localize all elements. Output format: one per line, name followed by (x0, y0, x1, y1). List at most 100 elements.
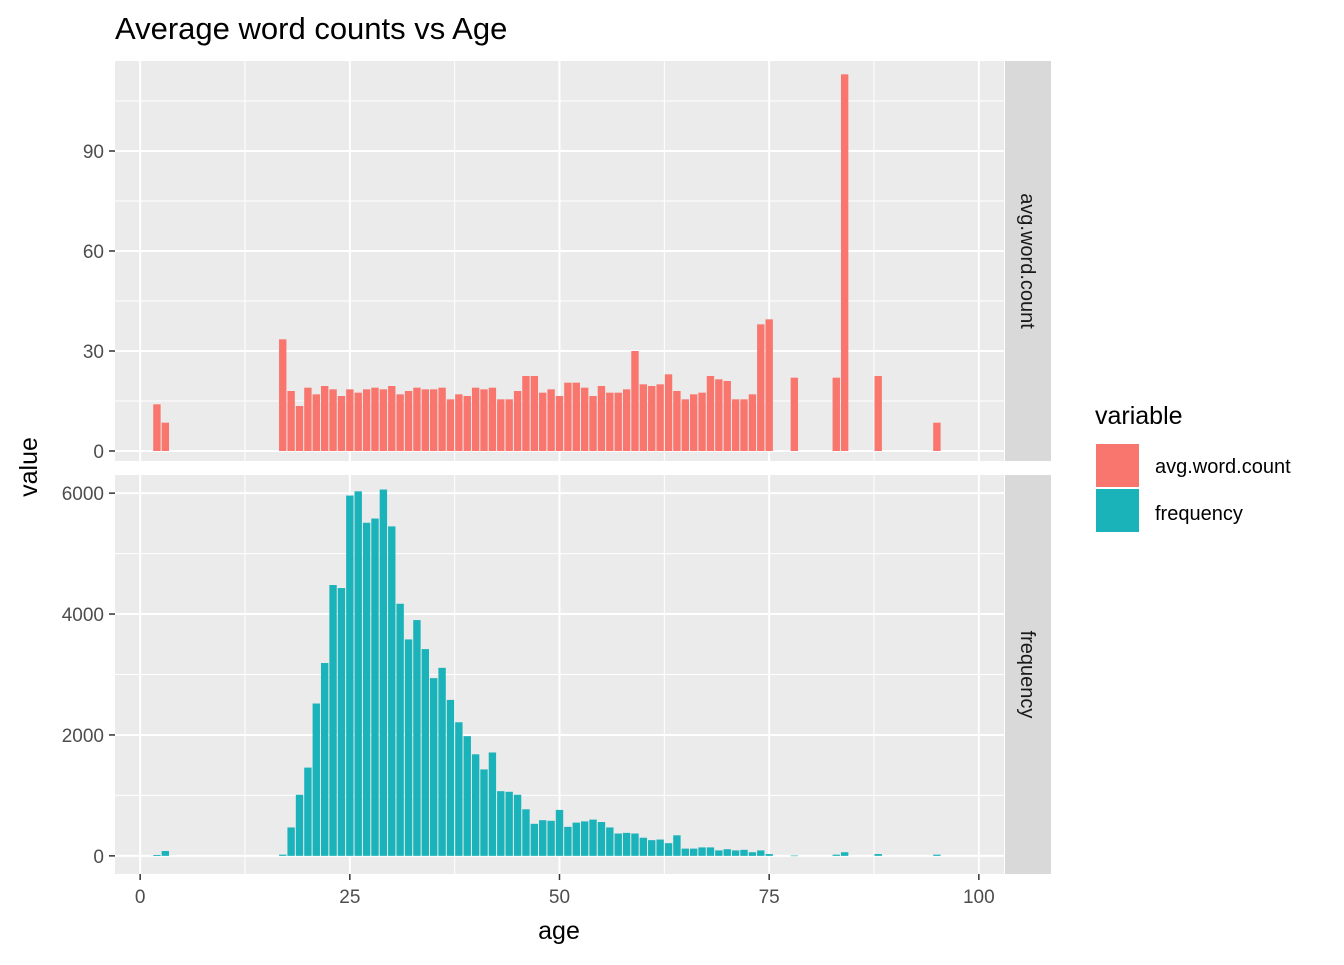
bar (748, 852, 757, 856)
bar (933, 854, 941, 856)
bar (639, 837, 648, 856)
bar (371, 387, 379, 451)
y-axis-label: value (15, 437, 43, 497)
plot-panels: 0 30 60 90 avg.word.count 0 2000 4000 6000 freque… (62, 61, 1051, 908)
bar (757, 850, 765, 856)
bar (664, 843, 673, 856)
bar (513, 391, 522, 451)
bar (421, 649, 430, 856)
bar (681, 399, 689, 451)
bar (379, 389, 388, 451)
bar (471, 754, 480, 856)
x-tick-label: 50 (549, 887, 570, 908)
bar (547, 389, 555, 451)
bar (589, 396, 597, 451)
x-axis: 0 25 50 75 100 (135, 874, 995, 908)
bar (790, 377, 799, 451)
bar (463, 736, 471, 856)
bar (388, 526, 396, 856)
bar (606, 827, 614, 856)
bar (564, 382, 572, 451)
y-tick-label: 2000 (62, 726, 104, 747)
bar (765, 319, 773, 451)
bar (706, 847, 715, 856)
bar (346, 495, 354, 856)
legend-title: variable (1095, 402, 1183, 430)
bar (396, 603, 404, 856)
bar (840, 74, 849, 451)
legend-item-frequency: frequency (1096, 489, 1243, 532)
bar (471, 387, 480, 451)
bar (413, 387, 421, 451)
bar (740, 399, 748, 451)
bar (648, 840, 656, 856)
bar (505, 791, 513, 856)
bar (522, 809, 530, 856)
bar (564, 826, 572, 856)
x-tick-label: 75 (759, 887, 780, 908)
bar (840, 852, 849, 856)
bar (555, 809, 564, 856)
bar (463, 396, 471, 451)
bar (832, 854, 840, 856)
bar (279, 339, 287, 451)
facet-strip (1005, 61, 1051, 461)
facet-strip (1005, 475, 1051, 874)
bar (413, 620, 421, 856)
bar (572, 382, 580, 451)
bar (329, 585, 337, 856)
bar (832, 377, 840, 451)
bar (689, 848, 698, 856)
bar (362, 522, 371, 856)
legend-item-avg-word-count: avg.word.count (1096, 444, 1291, 487)
bar (656, 839, 664, 856)
bar (681, 848, 689, 856)
bar (748, 394, 757, 451)
bar (580, 387, 589, 451)
bar (622, 389, 631, 451)
bar (362, 389, 371, 451)
bar (161, 422, 170, 451)
bar (287, 827, 295, 856)
bar (379, 489, 388, 856)
bar (614, 833, 622, 856)
bar (455, 394, 463, 451)
bar (497, 791, 505, 856)
x-tick-label: 0 (135, 887, 146, 908)
bar (597, 822, 606, 856)
bar (757, 324, 765, 451)
bar (530, 823, 539, 856)
bar (480, 389, 488, 451)
bar (346, 389, 354, 451)
bar (631, 351, 639, 451)
y-tick-label: 60 (83, 242, 104, 263)
bar (631, 833, 639, 856)
bar (513, 794, 522, 856)
bar (874, 854, 882, 856)
bar (455, 722, 463, 856)
bar (438, 387, 446, 451)
bar (639, 384, 648, 451)
bar (572, 822, 580, 856)
bar (656, 384, 664, 451)
bar (698, 392, 706, 451)
bar (673, 391, 681, 451)
bar (388, 386, 396, 451)
bar (933, 422, 941, 451)
bar (497, 399, 505, 451)
bar (430, 678, 438, 856)
bar (304, 387, 312, 451)
bar (715, 379, 723, 451)
bar (446, 399, 455, 451)
bar (438, 667, 446, 856)
bar (731, 850, 740, 856)
bar (673, 835, 681, 856)
bar (320, 386, 329, 451)
bar (505, 399, 513, 451)
bar (312, 703, 320, 856)
bar (589, 819, 597, 856)
bar (689, 394, 698, 451)
bar (740, 849, 748, 856)
bar (329, 389, 337, 451)
bar (304, 767, 312, 856)
